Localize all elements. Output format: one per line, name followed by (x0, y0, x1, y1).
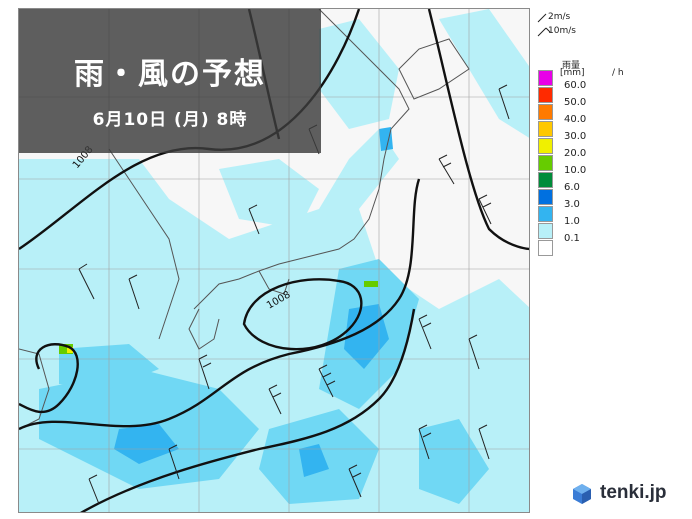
legend-swatch (538, 70, 553, 86)
precip-label: 雨量 (562, 61, 581, 71)
legend-value: 30.0 (564, 131, 587, 142)
wind-barbs (78, 84, 510, 505)
legend-value: 6.0 (564, 182, 580, 193)
legend-swatch (538, 121, 553, 137)
legend-value: 10.0 (564, 165, 587, 176)
legend-swatch (538, 172, 553, 188)
weather-map: 1008 1008 雨・風の予想 6月10日 (月) 8時 (18, 8, 530, 513)
precip-unit-mm: [mm] (560, 68, 585, 78)
legend-swatch (538, 223, 553, 239)
legend-value: 40.0 (564, 114, 587, 125)
legend-swatch (538, 138, 553, 154)
map-title: 雨・風の予想 (74, 57, 266, 92)
legend-value: 1.0 (564, 216, 580, 227)
legend-value: 20.0 (564, 148, 587, 159)
tenki-logo: tenki.jp (570, 480, 680, 510)
legend: 2m/s 10m/s 雨量 [mm] / h 60.0 50.0 40.0 30.0 2… (534, 10, 644, 260)
forecast-datetime: 6月10日 (月) 8時 (92, 110, 248, 130)
legend-value: 60.0 (564, 80, 587, 91)
title-panel: 雨・風の予想 6月10日 (月) 8時 (19, 9, 321, 153)
tenki-logo-icon (573, 484, 591, 504)
wind-key-icon (537, 13, 551, 37)
legend-value: 0.1 (564, 233, 580, 244)
coastlines (19, 9, 470, 430)
rain-intense-spot (59, 281, 378, 354)
wind-key-10: 10m/s (548, 26, 576, 36)
precip-unit-h: / h (612, 68, 624, 78)
legend-value: 50.0 (564, 97, 587, 108)
legend-swatch (538, 155, 553, 171)
legend-swatch (538, 104, 553, 120)
legend-swatch (538, 206, 553, 222)
tenki-logo-text: tenki.jp (600, 482, 667, 503)
legend-swatch (538, 189, 553, 205)
wind-key-2: 2m/s (548, 12, 571, 22)
legend-swatch (538, 87, 553, 103)
legend-swatch (538, 240, 553, 256)
legend-value: 3.0 (564, 199, 580, 210)
map-canvas: 1008 1008 (19, 9, 529, 512)
